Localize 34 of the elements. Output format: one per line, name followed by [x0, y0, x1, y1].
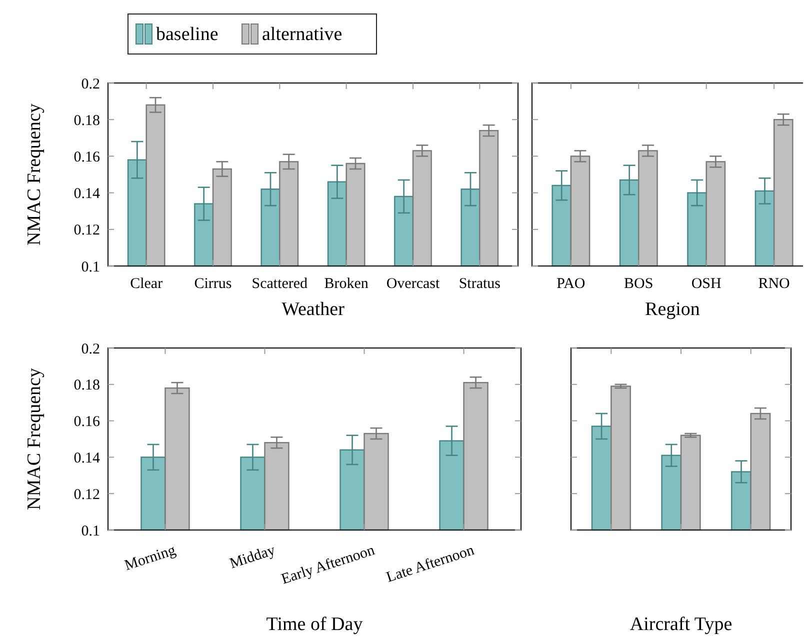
legend-label: alternative — [262, 24, 342, 45]
y-axis-title: NMAC Frequency — [24, 368, 45, 510]
x-tick-label: Morning — [122, 542, 178, 574]
x-tick-label: Early Afternoon — [279, 542, 378, 588]
x-tick-label: Clear — [130, 276, 163, 292]
x-tick-label: BOS — [624, 276, 654, 292]
x-tick-label: PAO — [556, 276, 586, 292]
y-tick-label: 0.2 — [81, 341, 100, 358]
y-tick-label: 0.2 — [81, 76, 100, 92]
y-tick-label: 0.14 — [74, 450, 100, 466]
x-axis-title: Time of Day — [266, 614, 364, 635]
x-tick-label: Overcast — [386, 276, 440, 292]
y-tick-label: 0.1 — [81, 523, 100, 540]
x-tick-label: Stratus — [458, 276, 501, 292]
x-tick-label: Late Afternoon — [384, 542, 477, 586]
y-tick-label: 0.12 — [74, 222, 100, 239]
x-tick-label: Cirrus — [194, 276, 232, 292]
x-tick-label: RNO — [758, 276, 790, 292]
x-axis-title: Weather — [282, 299, 346, 320]
x-tick-label: Broken — [324, 276, 369, 292]
y-tick-label: 0.12 — [74, 486, 100, 503]
x-tick-label: Midday — [228, 542, 278, 572]
y-tick-label: 0.18 — [74, 378, 100, 394]
y-tick-label: 0.14 — [74, 186, 100, 202]
y-tick-label: 0.16 — [74, 414, 100, 430]
x-axis-title: Region — [645, 299, 700, 320]
y-axis-title: NMAC Frequency — [24, 103, 45, 246]
x-tick-label: Scattered — [252, 276, 308, 292]
x-tick-label: OSH — [691, 276, 722, 292]
legend-label: baseline — [156, 24, 218, 45]
x-axis-title: Aircraft Type — [630, 614, 732, 635]
y-tick-label: 0.1 — [81, 259, 100, 276]
y-tick-label: 0.18 — [74, 112, 100, 129]
y-tick-label: 0.16 — [74, 149, 100, 166]
